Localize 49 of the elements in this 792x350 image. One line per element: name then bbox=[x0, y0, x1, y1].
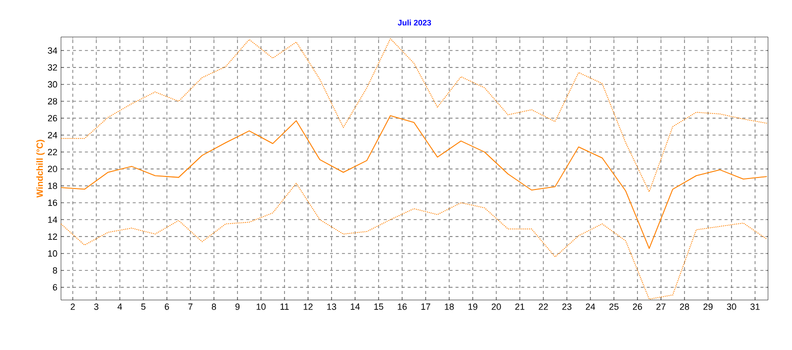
x-tick-label: 20 bbox=[492, 304, 501, 310]
y-tick-label: 18 bbox=[48, 182, 58, 190]
y-tick-label: 10 bbox=[48, 250, 58, 257]
y-tick-label: 26 bbox=[48, 115, 58, 122]
x-tick-label: 15 bbox=[374, 304, 384, 310]
x-tick-label: 6 bbox=[164, 304, 169, 310]
y-tick-label: 20 bbox=[48, 166, 58, 172]
x-tick-label: 30 bbox=[726, 304, 736, 310]
x-tick-label: 13 bbox=[327, 304, 336, 310]
x-tick-label: 3 bbox=[94, 304, 98, 310]
x-tick-label: 19 bbox=[468, 304, 478, 310]
x-tick-label: 27 bbox=[656, 304, 666, 310]
x-tick-label: 24 bbox=[586, 304, 596, 310]
line-series bbox=[60, 38, 768, 192]
line-series bbox=[60, 182, 768, 300]
x-tick-label: 11 bbox=[280, 304, 289, 310]
x-tick-label: 29 bbox=[703, 304, 713, 310]
x-tick-label: 12 bbox=[304, 304, 313, 310]
x-tick-label: 31 bbox=[750, 304, 760, 310]
x-tick-label: 18 bbox=[444, 304, 454, 310]
y-tick-label: 6 bbox=[52, 284, 58, 290]
y-tick-label: 16 bbox=[48, 200, 58, 206]
x-tick-label: 26 bbox=[632, 304, 642, 310]
x-tick-label: 14 bbox=[350, 304, 360, 310]
x-tick-label: 7 bbox=[188, 304, 192, 310]
y-tick-label: 34 bbox=[48, 47, 58, 54]
x-tick-label: 4 bbox=[118, 304, 122, 310]
y-tick-label: 24 bbox=[48, 132, 58, 138]
y-tick-label: 22 bbox=[48, 148, 58, 156]
x-tick-label: 10 bbox=[256, 304, 266, 310]
line-series bbox=[60, 115, 768, 249]
y-tick-label: 12 bbox=[48, 233, 58, 240]
x-tick-label: 21 bbox=[515, 304, 524, 310]
y-tick-label: 28 bbox=[48, 98, 58, 104]
x-tick-label: 8 bbox=[212, 304, 216, 310]
x-tick-label: 17 bbox=[421, 304, 430, 310]
y-tick-label: 30 bbox=[48, 81, 58, 88]
x-tick-label: 25 bbox=[609, 304, 619, 310]
x-tick-label: 16 bbox=[398, 304, 407, 310]
x-tick-label: 5 bbox=[141, 304, 146, 310]
y-tick-label: 8 bbox=[52, 267, 58, 274]
x-tick-label: 9 bbox=[235, 304, 240, 310]
y-tick-label: 14 bbox=[48, 216, 58, 223]
x-tick-label: 22 bbox=[538, 304, 548, 310]
y-axis-title: Windchill (°C) bbox=[36, 140, 45, 198]
x-tick-label: 28 bbox=[680, 304, 690, 310]
y-tick-label: 32 bbox=[48, 64, 58, 71]
x-tick-label: 2 bbox=[70, 304, 75, 310]
x-tick-label: 23 bbox=[562, 304, 572, 310]
